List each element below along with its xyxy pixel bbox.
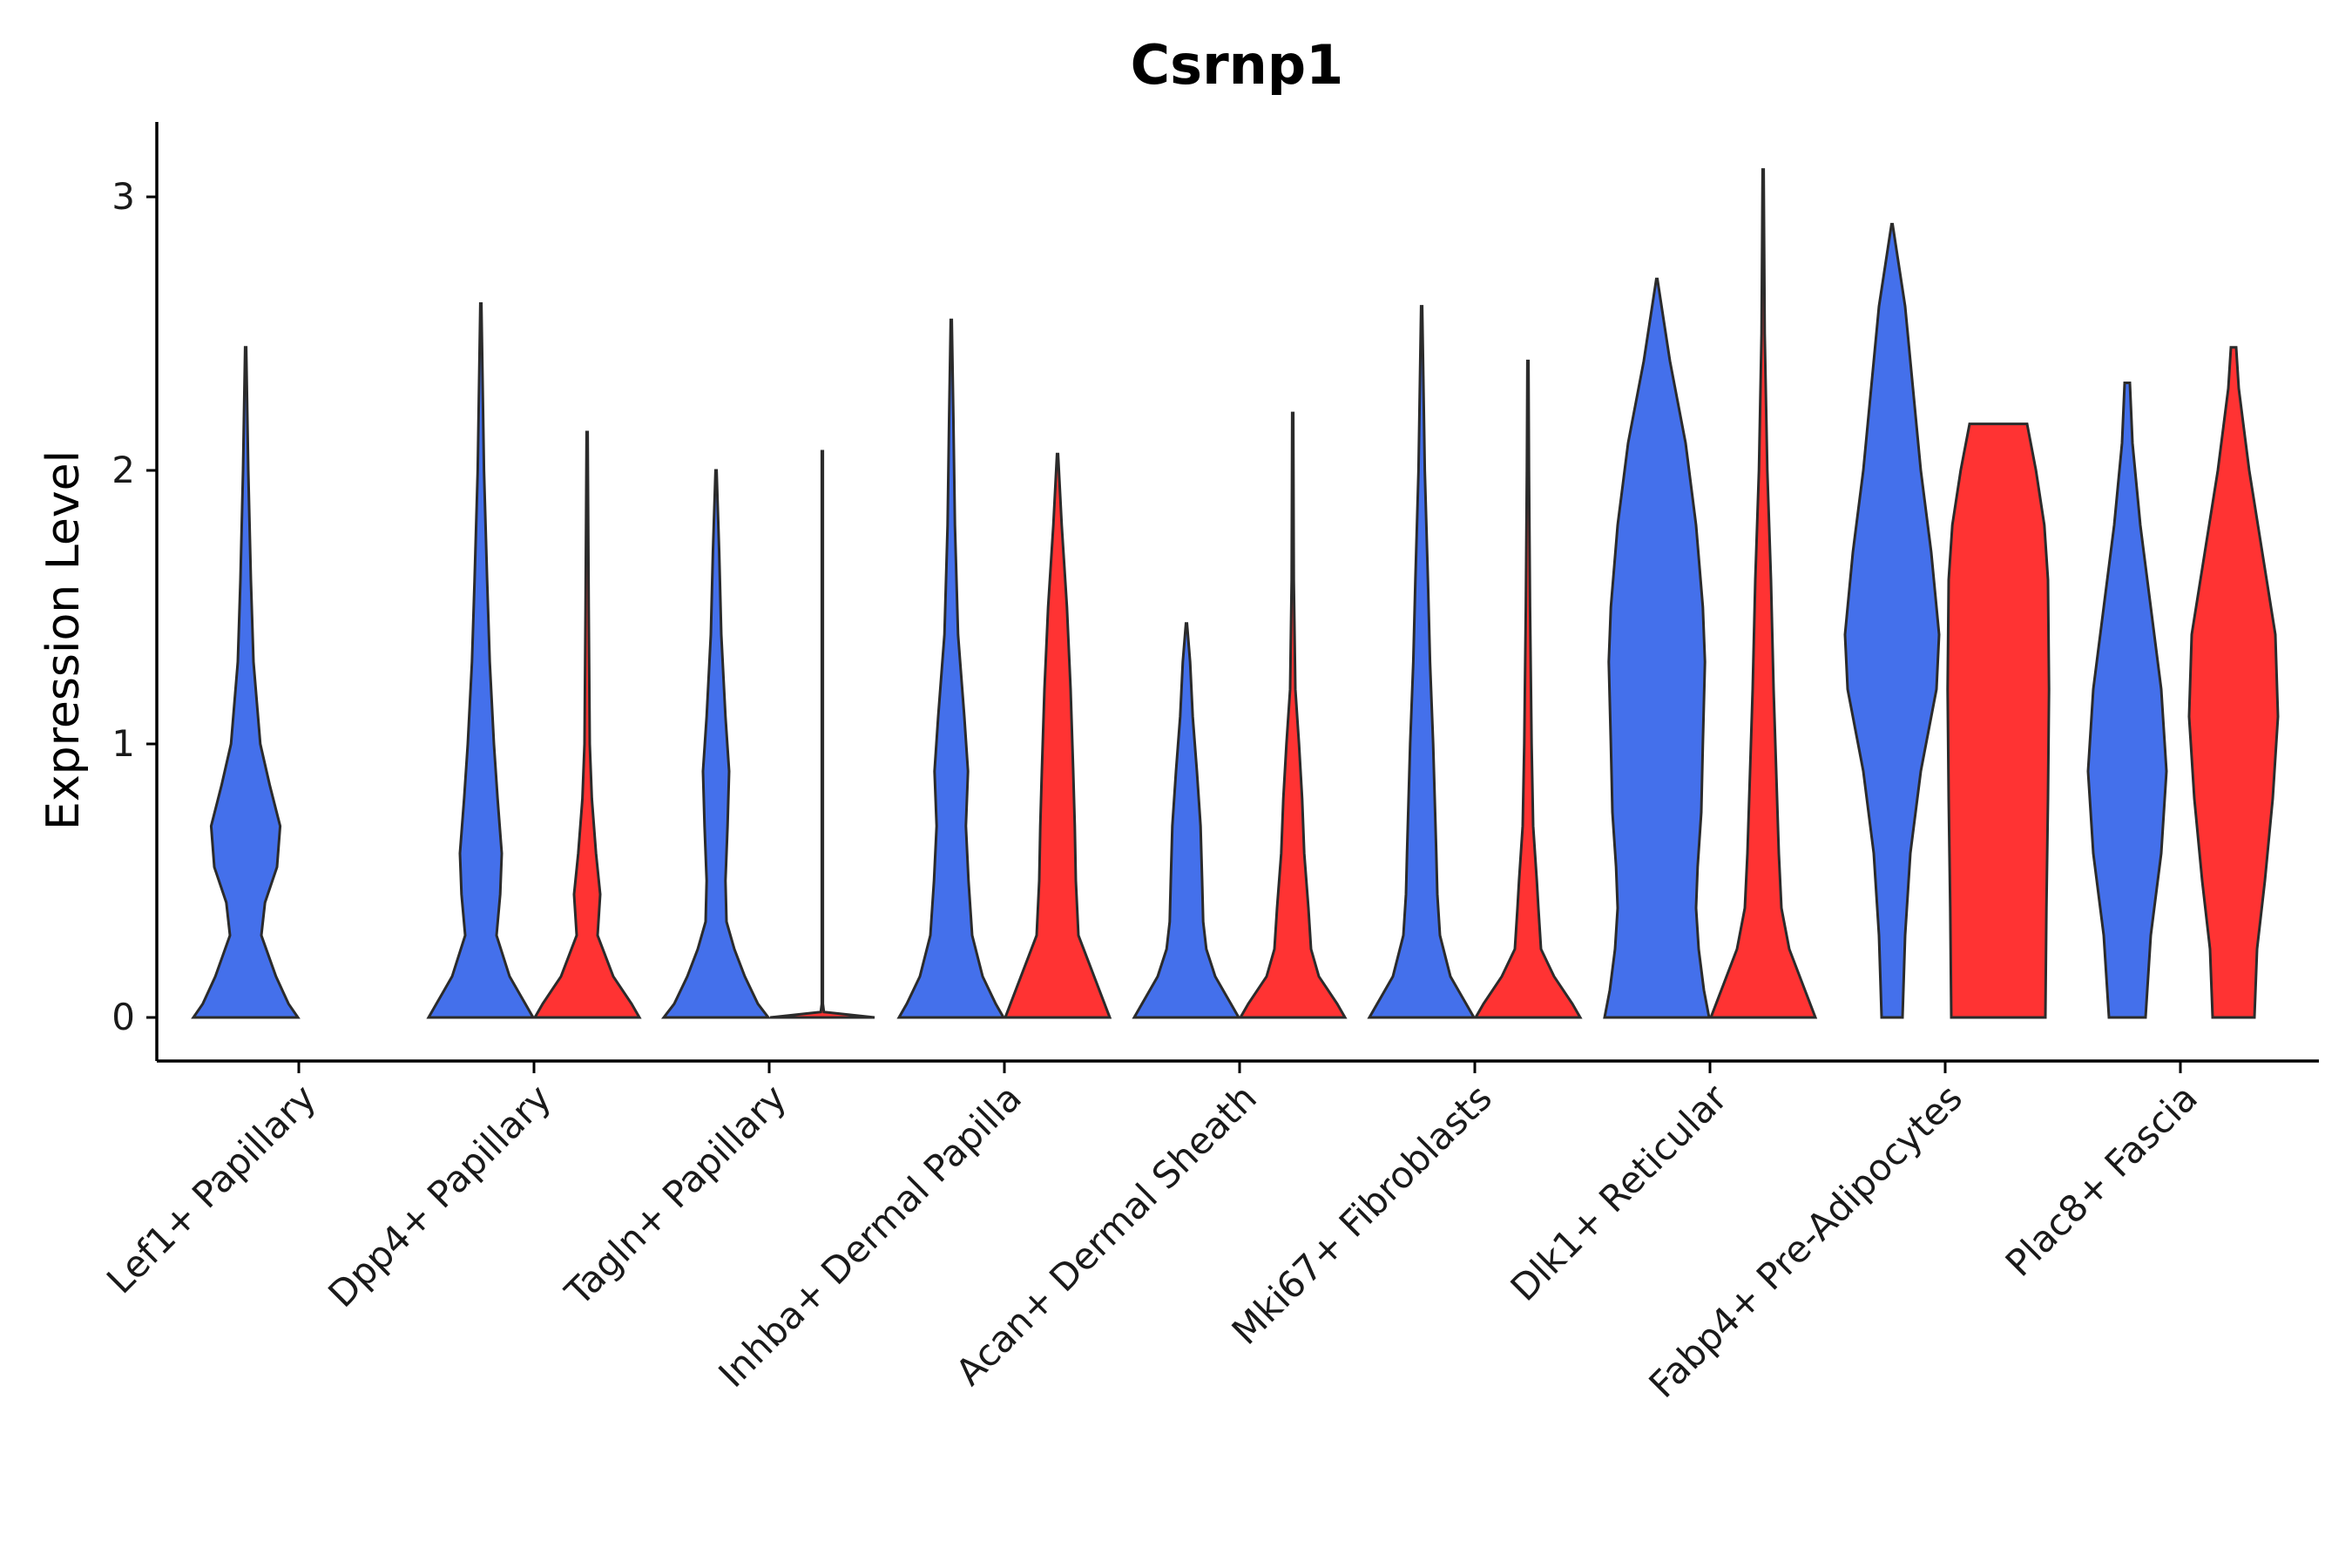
- violin-group: [191, 168, 2280, 1019]
- x-tick-label: Mki67+ Fibroblasts: [1224, 1076, 1500, 1352]
- violin-blue: [426, 302, 536, 1019]
- violin-blue: [896, 318, 1006, 1019]
- y-tick-label: 3: [112, 175, 135, 218]
- x-tick-label: Dlk1+ Reticular: [1503, 1076, 1736, 1309]
- violin-red: [532, 430, 642, 1019]
- y-tick-label: 0: [112, 996, 135, 1038]
- x-tick-label: Dpp4+ Papillary: [320, 1076, 559, 1315]
- x-tick-label: Tagln+ Papillary: [557, 1076, 794, 1314]
- violin-blue: [191, 346, 301, 1019]
- violin-red: [1708, 168, 1818, 1019]
- violin-red: [1946, 422, 2051, 1019]
- violin-blue: [1367, 305, 1477, 1019]
- violin-red: [2187, 346, 2280, 1019]
- y-axis-label: Expression Level: [37, 450, 90, 830]
- y-ticks: 0 1 2 3: [112, 175, 157, 1038]
- violin-blue: [2086, 382, 2168, 1019]
- violin-red: [1003, 452, 1112, 1019]
- x-tick-label: Plac8+ Fascia: [1997, 1076, 2206, 1284]
- violin-red: [1238, 411, 1348, 1019]
- violin-blue: [1132, 622, 1241, 1019]
- violin-blue: [1843, 222, 1941, 1019]
- y-tick-label: 1: [112, 722, 135, 765]
- violin-blue: [1603, 277, 1711, 1019]
- violin-red: [1473, 359, 1583, 1019]
- x-tick-label: Lef1+ Papillary: [98, 1076, 324, 1301]
- chart-title: Csrnp1: [1131, 33, 1344, 97]
- y-tick-label: 2: [112, 449, 135, 491]
- violin-blue: [660, 469, 772, 1019]
- violin-red: [769, 449, 875, 1019]
